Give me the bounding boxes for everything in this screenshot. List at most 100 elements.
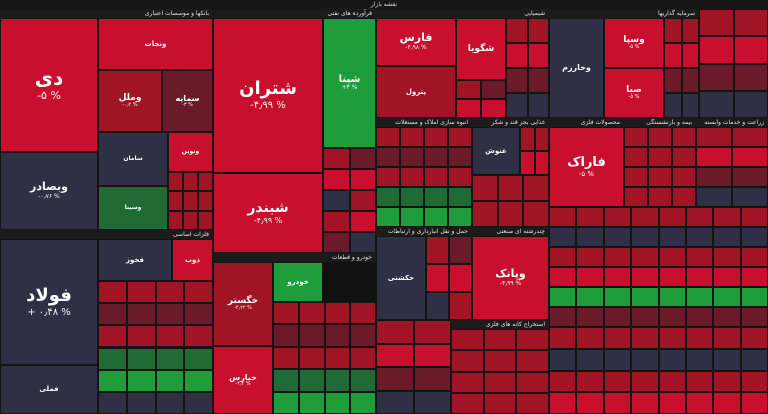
filler-chem-b-2[interactable] — [456, 99, 481, 118]
filler-topright-1[interactable] — [733, 9, 768, 37]
filler-bottom-right-15[interactable] — [740, 348, 768, 371]
filler-bottom-left-6[interactable] — [376, 390, 414, 414]
filler-metals-11[interactable] — [184, 325, 213, 348]
filler-metals-17[interactable] — [126, 369, 156, 392]
tile-farak[interactable]: فاراک -۵ % — [549, 127, 624, 207]
filler-mining-7[interactable] — [483, 371, 517, 393]
filler-petroleum-1[interactable] — [349, 148, 376, 169]
filler-topright-7[interactable] — [733, 90, 768, 118]
filler-auto-0[interactable] — [273, 302, 299, 325]
tile-fameli[interactable]: فملی — [0, 365, 98, 414]
filler-petroleum-3[interactable] — [349, 169, 376, 190]
filler-transport-4[interactable] — [426, 292, 449, 320]
filler-bottom-left-2[interactable] — [376, 343, 414, 367]
filler-insurance-2[interactable] — [672, 127, 696, 147]
filler-realestate-8[interactable] — [376, 167, 400, 187]
filler-realestate-13[interactable] — [400, 187, 424, 207]
filler-realestate-6[interactable] — [424, 147, 448, 167]
filler-realestate-12[interactable] — [376, 187, 400, 207]
tile-khepars[interactable]: خپارس -۴٫۴ % — [213, 346, 273, 414]
filler-agri-7[interactable] — [732, 187, 768, 207]
filler-right-center-32[interactable] — [549, 287, 577, 307]
filler-right-center-4[interactable] — [658, 207, 686, 227]
filler-insurance-0[interactable] — [624, 127, 648, 147]
filler-petroleum-0[interactable] — [323, 148, 350, 169]
tile-vapanak[interactable]: وپانک -۴٫۹۹ % — [472, 236, 549, 320]
filler-right-center-24[interactable] — [549, 267, 577, 287]
filler-bottom-right-31[interactable] — [740, 392, 768, 414]
filler-bottom-right-27[interactable] — [631, 392, 659, 414]
filler-bottom-right-0[interactable] — [549, 327, 577, 349]
filler-right-center-10[interactable] — [603, 227, 632, 247]
filler-auto-10[interactable] — [324, 346, 351, 370]
filler-agri-6[interactable] — [696, 187, 732, 207]
filler-insurance-11[interactable] — [672, 187, 696, 207]
filler-right-center-39[interactable] — [740, 287, 768, 307]
filler-insurance-6[interactable] — [624, 167, 648, 187]
filler-right-center-23[interactable] — [740, 247, 768, 267]
filler-realestate-10[interactable] — [424, 167, 448, 187]
filler-right-center-11[interactable] — [631, 227, 659, 247]
filler-bottom-right-17[interactable] — [576, 370, 604, 393]
filler-food-b-1[interactable] — [534, 127, 549, 151]
filler-chem-a-4[interactable] — [506, 68, 528, 93]
filler-mining-1[interactable] — [483, 329, 517, 351]
filler-chem-a-2[interactable] — [506, 43, 528, 68]
filler-realestate-19[interactable] — [448, 207, 472, 227]
filler-transport-0[interactable] — [426, 236, 449, 264]
filler-bottom-right-28[interactable] — [658, 392, 686, 414]
tile-venjat[interactable]: ونجات — [98, 18, 213, 70]
filler-insurance-10[interactable] — [648, 187, 672, 207]
filler-chem-a-6[interactable] — [506, 93, 528, 118]
filler-bottom-right-14[interactable] — [713, 348, 741, 371]
filler-bottom-right-18[interactable] — [603, 370, 632, 393]
filler-bottom-right-6[interactable] — [713, 327, 741, 349]
filler-food-3[interactable] — [472, 201, 498, 227]
filler-right-center-40[interactable] — [549, 307, 577, 327]
filler-right-center-19[interactable] — [631, 247, 659, 267]
filler-auto-13[interactable] — [298, 369, 325, 392]
filler-invest-3[interactable] — [681, 43, 699, 68]
filler-right-center-8[interactable] — [549, 227, 577, 247]
filler-banks-1[interactable] — [183, 172, 198, 192]
filler-mining-6[interactable] — [451, 371, 484, 393]
tile-vakharazm[interactable]: وخارزم — [549, 18, 604, 118]
filler-invest-1[interactable] — [681, 18, 699, 43]
filler-realestate-2[interactable] — [424, 127, 448, 147]
filler-auto-11[interactable] — [350, 346, 376, 370]
filler-metals-10[interactable] — [155, 325, 185, 348]
filler-right-center-7[interactable] — [740, 207, 768, 227]
filler-bottom-left-5[interactable] — [413, 367, 451, 391]
filler-bottom-right-3[interactable] — [631, 327, 659, 349]
filler-metals-2[interactable] — [155, 281, 185, 304]
filler-bottom-right-12[interactable] — [658, 348, 686, 371]
filler-agri-3[interactable] — [732, 147, 768, 167]
filler-right-center-13[interactable] — [685, 227, 714, 247]
filler-invest-5[interactable] — [681, 68, 699, 93]
filler-metals-23[interactable] — [184, 391, 213, 414]
tile-shabandar[interactable]: شبندر -۴٫۹۹ % — [213, 173, 323, 253]
filler-metals-22[interactable] — [155, 391, 185, 414]
tile-foolad[interactable]: فولاد + ۰٫۴۸ % — [0, 239, 98, 365]
tile-vabsader[interactable]: وبصادر -۰٫۷۶ % — [0, 152, 98, 230]
filler-auto-4[interactable] — [273, 324, 299, 347]
filler-petroleum-2[interactable] — [323, 169, 350, 190]
filler-bottom-left-0[interactable] — [376, 320, 414, 344]
filler-right-center-0[interactable] — [549, 207, 577, 227]
filler-bottom-right-21[interactable] — [685, 370, 714, 393]
filler-mining-5[interactable] — [516, 350, 549, 372]
filler-mining-11[interactable] — [516, 392, 549, 414]
filler-bottom-right-9[interactable] — [576, 348, 604, 371]
filler-food-2[interactable] — [523, 175, 549, 201]
filler-realestate-17[interactable] — [400, 207, 424, 227]
filler-realestate-7[interactable] — [448, 147, 472, 167]
filler-bottom-left-4[interactable] — [376, 367, 414, 391]
filler-realestate-15[interactable] — [448, 187, 472, 207]
filler-agri-0[interactable] — [696, 127, 732, 147]
tile-zob[interactable]: ذوب — [172, 239, 213, 281]
filler-topright-2[interactable] — [699, 36, 734, 64]
filler-realestate-14[interactable] — [424, 187, 448, 207]
filler-mining-8[interactable] — [516, 371, 549, 393]
tile-vamelal[interactable]: وملل -۰٫۲ % — [98, 70, 162, 132]
filler-right-center-38[interactable] — [713, 287, 741, 307]
